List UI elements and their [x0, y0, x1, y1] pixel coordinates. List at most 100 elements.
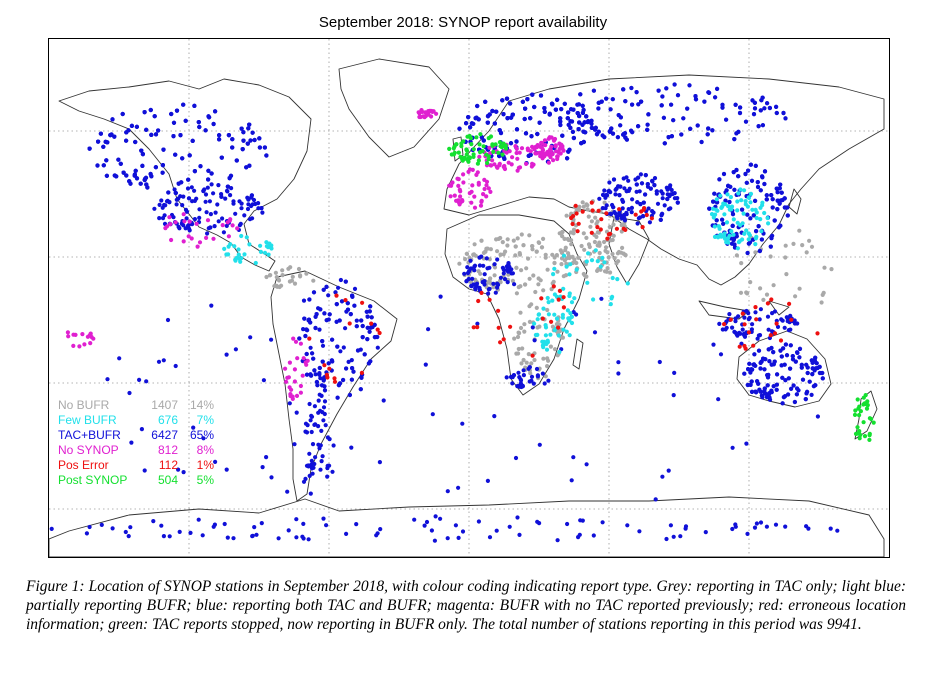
station-dot-tac_bufr	[336, 285, 341, 290]
station-dot-no_bufr	[274, 275, 279, 280]
station-dot-tac_bufr	[535, 373, 540, 378]
legend-pct: 8%	[196, 443, 214, 457]
station-dot-few_bufr	[567, 272, 572, 277]
station-dot-tac_bufr	[186, 177, 191, 182]
station-dot-tac_bufr	[748, 162, 754, 167]
station-dot-tac_bufr	[426, 327, 431, 332]
station-dot-tac_bufr	[774, 387, 779, 392]
station-dot-no_synop	[230, 223, 235, 228]
station-dot-tac_bufr	[468, 258, 473, 263]
station-dot-tac_bufr	[774, 382, 780, 387]
station-dot-no_bufr	[471, 252, 476, 257]
station-dot-no_bufr	[821, 290, 826, 295]
station-dot-tac_bufr	[792, 318, 797, 323]
station-dot-tac_bufr	[484, 256, 489, 261]
station-dot-pos_error	[728, 317, 733, 322]
station-dot-no_bufr	[516, 330, 521, 335]
station-dot-no_synop	[510, 155, 515, 160]
legend-name: Few BUFR	[58, 413, 117, 427]
station-dot-tac_bufr	[429, 528, 434, 533]
station-dot-tac_bufr	[770, 233, 775, 238]
station-dot-tac_bufr	[311, 465, 316, 470]
station-dot-tac_bufr	[774, 186, 779, 191]
station-dot-tac_bufr	[784, 315, 789, 320]
station-dot-tac_bufr	[786, 392, 791, 397]
station-dot-few_bufr	[232, 244, 237, 249]
station-dot-few_bufr	[736, 240, 742, 245]
legend-row-no_bufr: No BUFR 1407 14%	[58, 398, 214, 413]
station-dot-tac_bufr	[746, 311, 751, 316]
station-dot-tac_bufr	[623, 99, 628, 104]
station-dot-tac_bufr	[169, 111, 174, 117]
station-dot-tac_bufr	[582, 120, 587, 125]
station-dot-tac_bufr	[493, 290, 498, 295]
station-dot-tac_bufr	[785, 319, 790, 324]
station-dot-no_synop	[288, 393, 293, 399]
station-dot-tac_bufr	[567, 147, 572, 152]
station-dot-tac_bufr	[485, 120, 490, 125]
station-dot-few_bufr	[561, 327, 566, 332]
station-dot-no_synop	[197, 240, 203, 245]
station-dot-no_bufr	[588, 224, 593, 229]
station-dot-tac_bufr	[173, 363, 178, 369]
station-dot-few_bufr	[236, 247, 241, 252]
station-dot-few_bufr	[600, 255, 605, 260]
station-dot-tac_bufr	[607, 180, 612, 185]
station-dot-no_bufr	[515, 236, 520, 241]
station-dot-tac_bufr	[683, 524, 689, 529]
station-dot-tac_bufr	[343, 326, 348, 331]
station-dot-tac_bufr	[204, 210, 209, 215]
station-dot-pos_error	[561, 305, 567, 310]
station-dot-no_bufr	[505, 243, 510, 248]
station-dot-no_bufr	[512, 336, 517, 341]
station-dot-tac_bufr	[643, 192, 648, 197]
station-dot-tac_bufr	[755, 180, 760, 185]
station-dot-few_bufr	[753, 207, 758, 212]
station-dot-tac_bufr	[809, 392, 814, 397]
station-dot-tac_bufr	[197, 207, 202, 212]
station-dot-tac_bufr	[786, 376, 791, 381]
station-dot-pos_error	[753, 305, 758, 310]
station-dot-no_synop	[168, 222, 173, 227]
station-dot-tac_bufr	[475, 103, 480, 109]
station-dot-no_synop	[548, 155, 553, 160]
station-dot-tac_bufr	[323, 423, 328, 428]
station-dot-no_synop	[298, 390, 303, 395]
station-dot-pos_error	[369, 321, 374, 326]
station-dot-no_bufr	[527, 276, 532, 281]
station-dot-no_synop	[524, 161, 529, 166]
station-dot-tac_bufr	[482, 279, 487, 284]
station-dot-tac_bufr	[460, 421, 465, 426]
station-dot-no_bufr	[764, 292, 770, 297]
station-dot-tac_bufr	[571, 310, 576, 315]
station-dot-tac_bufr	[615, 135, 621, 140]
station-dot-tac_bufr	[656, 88, 661, 93]
station-dot-tac_bufr	[479, 254, 484, 259]
station-dot-tac_bufr	[778, 182, 783, 187]
station-dot-tac_bufr	[208, 212, 213, 217]
station-dot-few_bufr	[762, 210, 767, 216]
station-dot-few_bufr	[746, 231, 751, 236]
station-dot-no_bufr	[526, 256, 531, 261]
station-dot-tac_bufr	[105, 377, 110, 382]
station-dot-tac_bufr	[317, 365, 322, 371]
station-dot-tac_bufr	[171, 215, 176, 220]
station-dot-tac_bufr	[433, 514, 438, 519]
station-dot-tac_bufr	[737, 110, 743, 116]
station-dot-tac_bufr	[304, 327, 309, 332]
station-dot-tac_bufr	[571, 107, 576, 112]
station-dot-tac_bufr	[344, 531, 349, 536]
station-dot-tac_bufr	[316, 410, 321, 415]
station-dot-no_bufr	[488, 247, 493, 252]
station-dot-tac_bufr	[472, 264, 477, 269]
station-dot-few_bufr	[731, 232, 736, 237]
station-dot-tac_bufr	[124, 173, 129, 178]
station-dot-tac_bufr	[325, 474, 330, 479]
station-dot-no_bufr	[488, 276, 493, 281]
station-dot-tac_bufr	[785, 213, 790, 218]
station-dot-no_synop	[80, 332, 85, 337]
station-dot-tac_bufr	[307, 451, 312, 456]
station-dot-few_bufr	[746, 195, 751, 200]
station-dot-tac_bufr	[505, 280, 510, 285]
station-dot-no_synop	[211, 236, 216, 241]
